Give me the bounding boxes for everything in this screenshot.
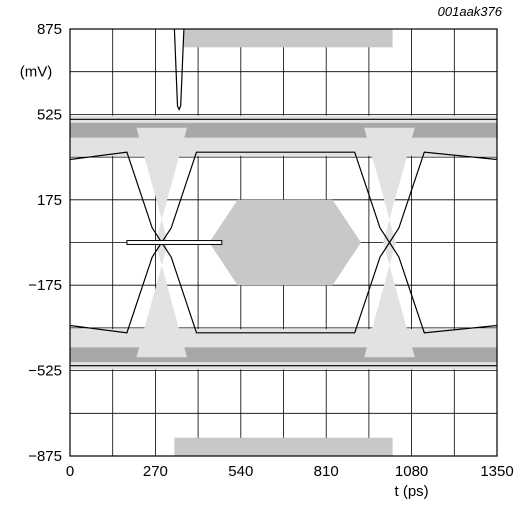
lower-rail-dense xyxy=(70,347,497,363)
jitter-marker xyxy=(126,240,223,245)
x-tick-label: 0 xyxy=(66,463,74,480)
y-tick-label: −875 xyxy=(28,448,62,465)
figure-reference: 001aak376 xyxy=(437,4,502,19)
y-tick-label: −175 xyxy=(28,277,62,294)
compliance-mask xyxy=(174,29,393,456)
plot-frame xyxy=(69,28,498,457)
overshoot-spike xyxy=(173,28,185,111)
tick-labels: 0 270 540 810 1080 1350 875 525 175 −175 −525 −875 xyxy=(28,21,513,480)
y-tick-label: 875 xyxy=(37,21,62,38)
eye-traces xyxy=(69,28,498,367)
y-axis-label: (mV) xyxy=(20,64,53,81)
x-axis-label: t (ps) xyxy=(395,483,429,500)
x-tick-label: 270 xyxy=(143,463,168,480)
y-tick-label: 525 xyxy=(37,106,62,123)
x-tick-label: 540 xyxy=(228,463,253,480)
mask-top-band xyxy=(183,29,393,48)
x-tick-label: 1350 xyxy=(480,463,513,480)
y-tick-label: 175 xyxy=(37,192,62,209)
eye-inner-trace-a xyxy=(69,151,498,334)
eye-inner-trace-b xyxy=(69,151,498,334)
plot-border xyxy=(69,28,498,457)
y-tick-label: −525 xyxy=(28,363,62,380)
x-tick-label: 1080 xyxy=(395,463,428,480)
upper-rail-dense xyxy=(70,122,497,138)
mask-hexagon xyxy=(209,199,361,286)
mask-bottom-band xyxy=(174,437,393,456)
x-tick-label: 810 xyxy=(314,463,339,480)
